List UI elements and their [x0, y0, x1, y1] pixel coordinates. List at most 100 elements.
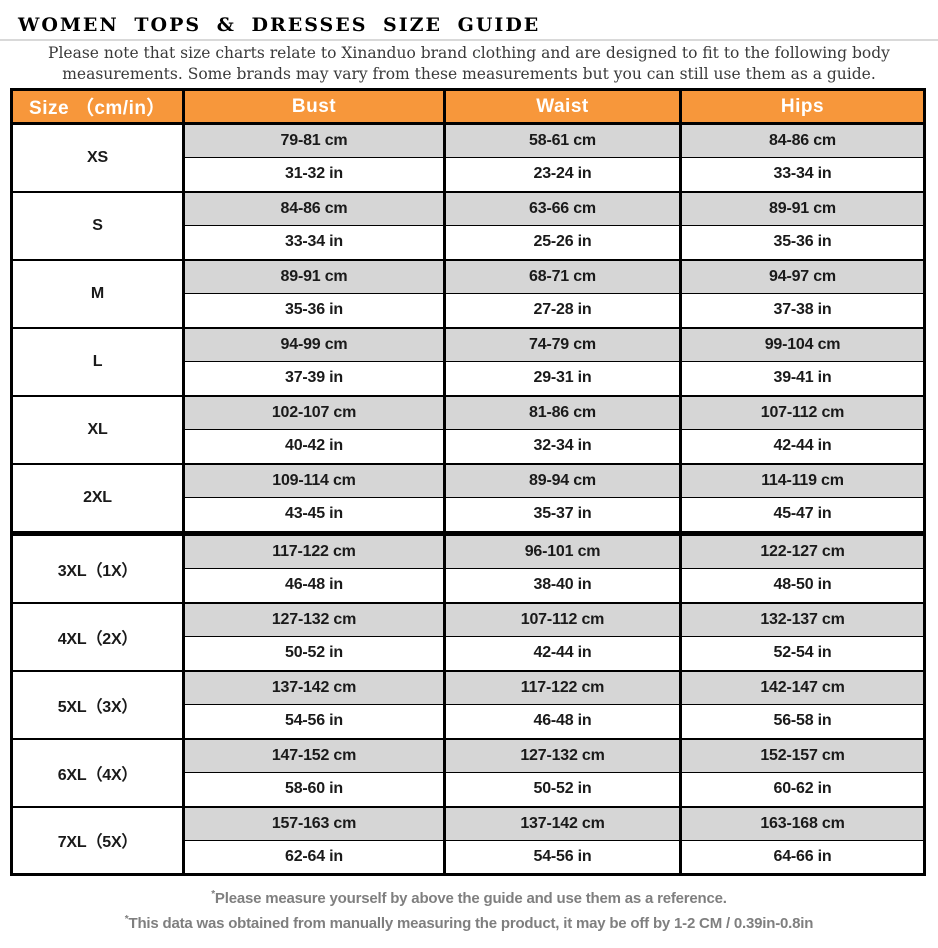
cell-hips-cm: 89-91 cm — [679, 191, 926, 226]
cell-waist-in: 23-24 in — [443, 157, 682, 193]
footnote-line-2: *This data was obtained from manually me… — [0, 909, 938, 934]
size-guide-note: Please note that size charts relate to X… — [0, 43, 938, 85]
table-row: 2XL 109-114 cm 89-94 cm 114-119 cm — [10, 463, 926, 533]
table-row: L 94-99 cm 74-79 cm 99-104 cm — [10, 327, 926, 397]
cell-bust-cm: 102-107 cm — [182, 395, 446, 430]
cell-hips-in: 45-47 in — [679, 497, 926, 533]
size-label: 4XL（2X） — [10, 602, 185, 672]
footnote-line-1: *Please measure yourself by above the gu… — [0, 884, 938, 909]
table-row: 54-56 in 46-48 in 56-58 in — [12, 704, 926, 740]
cell-bust-in: 37-39 in — [182, 361, 446, 397]
cell-waist-cm: 107-112 cm — [443, 602, 682, 637]
cell-bust-cm: 147-152 cm — [182, 738, 446, 773]
size-label: XL — [10, 395, 185, 465]
table-row: 40-42 in 32-34 in 42-44 in — [12, 429, 926, 465]
cell-bust-in: 43-45 in — [182, 497, 446, 533]
table-row: M 89-91 cm 68-71 cm 94-97 cm — [10, 259, 926, 329]
cell-waist-in: 54-56 in — [443, 840, 682, 876]
size-label: 7XL（5X） — [10, 806, 185, 876]
cell-waist-cm: 63-66 cm — [443, 191, 682, 226]
table-row: 58-60 in 50-52 in 60-62 in — [12, 772, 926, 808]
note-line-2: measurements. Some brands may vary from … — [62, 65, 876, 83]
table-row: 6XL（4X） 147-152 cm 127-132 cm 152-157 cm — [10, 738, 926, 808]
header-cell-size: Size （cm/in） — [10, 88, 185, 125]
cell-hips-cm: 163-168 cm — [679, 806, 926, 841]
cell-hips-cm: 114-119 cm — [679, 463, 926, 498]
cell-bust-cm: 94-99 cm — [182, 327, 446, 362]
cell-waist-in: 32-34 in — [443, 429, 682, 465]
cell-hips-cm: 152-157 cm — [679, 738, 926, 773]
cell-bust-cm: 127-132 cm — [182, 602, 446, 637]
size-label: 5XL（3X） — [10, 670, 185, 740]
cell-hips-in: 60-62 in — [679, 772, 926, 808]
cell-waist-cm: 89-94 cm — [443, 463, 682, 498]
cell-hips-cm: 107-112 cm — [679, 395, 926, 430]
table-row: 43-45 in 35-37 in 45-47 in — [12, 497, 926, 533]
header-cell-bust: Bust — [182, 88, 446, 125]
cell-waist-in: 50-52 in — [443, 772, 682, 808]
table-row: 50-52 in 42-44 in 52-54 in — [12, 636, 926, 672]
header-cell-waist: Waist — [443, 88, 682, 125]
cell-waist-cm: 81-86 cm — [443, 395, 682, 430]
cell-bust-cm: 137-142 cm — [182, 670, 446, 705]
cell-bust-in: 46-48 in — [182, 568, 446, 604]
cell-waist-in: 25-26 in — [443, 225, 682, 261]
cell-bust-in: 54-56 in — [182, 704, 446, 740]
size-label: L — [10, 327, 185, 397]
size-label: 6XL（4X） — [10, 738, 185, 808]
table-row: 31-32 in 23-24 in 33-34 in — [12, 157, 926, 193]
cell-bust-cm: 84-86 cm — [182, 191, 446, 226]
cell-bust-in: 33-34 in — [182, 225, 446, 261]
table-row: 7XL（5X） 157-163 cm 137-142 cm 163-168 cm — [10, 806, 926, 876]
cell-bust-cm: 89-91 cm — [182, 259, 446, 294]
table-row: 37-39 in 29-31 in 39-41 in — [12, 361, 926, 397]
cell-waist-in: 42-44 in — [443, 636, 682, 672]
size-label: S — [10, 191, 185, 261]
cell-hips-in: 64-66 in — [679, 840, 926, 876]
header-cell-hips: Hips — [679, 88, 926, 125]
cell-hips-cm: 94-97 cm — [679, 259, 926, 294]
cell-hips-cm: 132-137 cm — [679, 602, 926, 637]
cell-waist-cm: 68-71 cm — [443, 259, 682, 294]
cell-hips-in: 52-54 in — [679, 636, 926, 672]
footnotes: * Please measure yourself by above the gu… — [0, 884, 938, 934]
table-row: 4XL（2X） 127-132 cm 107-112 cm 132-137 cm — [10, 602, 926, 672]
cell-waist-in: 46-48 in — [443, 704, 682, 740]
footnote-asterisk: * — [124, 914, 129, 925]
cell-waist-cm: 127-132 cm — [443, 738, 682, 773]
cell-hips-in: 35-36 in — [679, 225, 926, 261]
cell-waist-in: 29-31 in — [443, 361, 682, 397]
table-row: XS 79-81 cm 58-61 cm 84-86 cm — [10, 123, 926, 193]
cell-waist-in: 27-28 in — [443, 293, 682, 329]
cell-hips-cm: 99-104 cm — [679, 327, 926, 362]
cell-waist-cm: 137-142 cm — [443, 806, 682, 841]
cell-bust-in: 50-52 in — [182, 636, 446, 672]
cell-waist-cm: 74-79 cm — [443, 327, 682, 362]
cell-hips-cm: 142-147 cm — [679, 670, 926, 705]
cell-hips-in: 42-44 in — [679, 429, 926, 465]
cell-bust-in: 35-36 in — [182, 293, 446, 329]
size-label: 3XL（1X） — [10, 534, 185, 604]
cell-bust-in: 31-32 in — [182, 157, 446, 193]
table-row: 62-64 in 54-56 in 64-66 in — [12, 840, 926, 876]
cell-waist-cm: 58-61 cm — [443, 123, 682, 158]
cell-waist-in: 35-37 in — [443, 497, 682, 533]
table-row: 35-36 in 27-28 in 37-38 in — [12, 293, 926, 329]
cell-bust-in: 62-64 in — [182, 840, 446, 876]
cell-bust-cm: 109-114 cm — [182, 463, 446, 498]
cell-bust-cm: 157-163 cm — [182, 806, 446, 841]
table-row: 5XL（3X） 137-142 cm 117-122 cm 142-147 cm — [10, 670, 926, 740]
cell-hips-in: 33-34 in — [679, 157, 926, 193]
cell-bust-cm: 117-122 cm — [182, 534, 446, 569]
table-row: XL 102-107 cm 81-86 cm 107-112 cm — [10, 395, 926, 465]
cell-waist-cm: 96-101 cm — [443, 534, 682, 569]
cell-hips-in: 48-50 in — [679, 568, 926, 604]
table-row: 3XL（1X） 117-122 cm 96-101 cm 122-127 cm — [10, 534, 926, 604]
size-label: 2XL — [10, 463, 185, 533]
cell-waist-cm: 117-122 cm — [443, 670, 682, 705]
size-guide-table: Size （cm/in） Bust Waist Hips XS 79-81 cm… — [10, 88, 926, 876]
cell-hips-cm: 84-86 cm — [679, 123, 926, 158]
footnote-text-1: Please measure yourself by above the gui… — [214, 890, 727, 907]
cell-waist-in: 38-40 in — [443, 568, 682, 604]
footnote-text-2: This data was obtained from manually mea… — [128, 915, 814, 932]
